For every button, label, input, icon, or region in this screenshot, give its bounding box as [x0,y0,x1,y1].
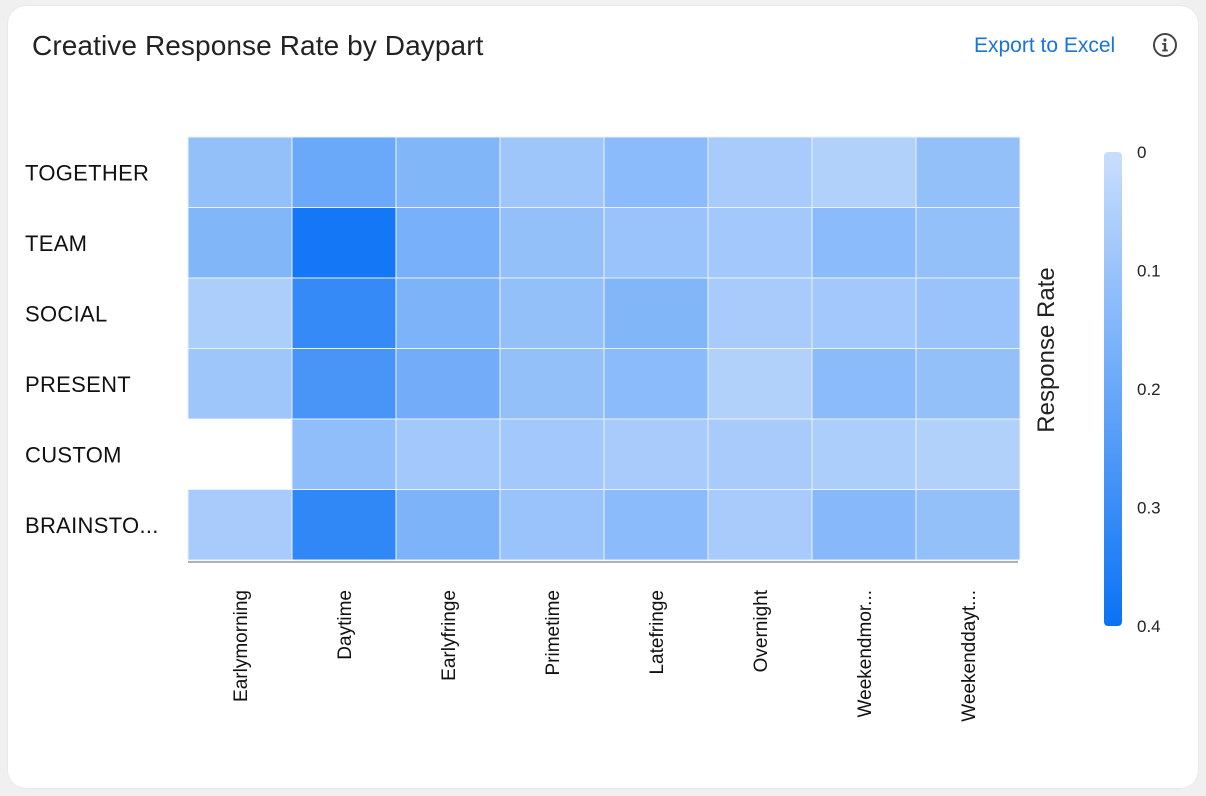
export-to-excel-link[interactable]: Export to Excel [974,34,1116,57]
heatmap-chart: TOGETHER TEAM SOCIAL PRESENT CUSTOM BRAINSTO.… [25,136,1161,722]
heatmap-cell[interactable] [395,207,501,279]
heatmap-cell[interactable] [603,207,709,279]
heatmap-cell[interactable] [187,348,293,420]
heatmap-cell[interactable] [811,348,917,420]
colorbar-tick-label: 0.1 [1137,262,1161,281]
column-label: Weekendmor... [855,590,876,717]
heatmap-cell[interactable] [707,418,813,490]
column-label: Weekenddayt... [959,590,980,722]
heatmap-cell[interactable] [811,489,917,561]
colorbar-tick-label: 0.4 [1137,617,1161,636]
colorbar-tick-label: 0.2 [1137,380,1161,399]
heatmap-cell[interactable] [707,136,813,208]
info-icon[interactable] [1152,32,1178,58]
heatmap-cell[interactable] [499,277,605,349]
colorbar-tick-label: 0.3 [1137,499,1161,518]
colorbar-title: Response Rate [1033,267,1060,432]
heatmap-cell[interactable] [187,277,293,349]
heatmap-cell[interactable] [811,418,917,490]
heatmap-cell[interactable] [915,277,1021,349]
column-label: Earlyfringe [439,590,460,681]
heatmap-cell[interactable] [915,489,1021,561]
heatmap-cell[interactable] [915,418,1021,490]
row-label: BRAINSTO... [25,513,159,538]
heatmap-cell[interactable] [707,207,813,279]
heatmap-cell[interactable] [499,348,605,420]
heatmap-cell[interactable] [603,348,709,420]
heatmap-cell[interactable] [291,348,397,420]
heatmap-cell[interactable] [499,207,605,279]
heatmap-cell[interactable] [499,136,605,208]
heatmap-cell[interactable] [291,418,397,490]
column-label: Daytime [335,590,356,660]
column-label: Latefringe [647,590,668,675]
heatmap-cell[interactable] [707,489,813,561]
row-label: TOGETHER [25,160,149,185]
column-label: Primetime [543,590,564,676]
heatmap-cell[interactable] [188,419,292,490]
heatmap-cell[interactable] [811,207,917,279]
heatmap-cell[interactable] [395,136,501,208]
heatmap-cell[interactable] [603,136,709,208]
heatmap-cell[interactable] [603,418,709,490]
row-label: SOCIAL [25,301,108,326]
heatmap-cell[interactable] [811,277,917,349]
heatmap-cell[interactable] [395,418,501,490]
heatmap-cell[interactable] [187,207,293,279]
heatmap-cell[interactable] [291,136,397,208]
heatmap-cell[interactable] [291,207,397,279]
heatmap-cell[interactable] [187,489,293,561]
heatmap-cell[interactable] [395,489,501,561]
heatmap-cell[interactable] [499,418,605,490]
heatmap-cell[interactable] [187,136,293,208]
heatmap-cell[interactable] [811,136,917,208]
row-label: TEAM [25,231,87,256]
heatmap-cell[interactable] [291,489,397,561]
heatmap-cell[interactable] [707,348,813,420]
heatmap-cell[interactable] [395,277,501,349]
heatmap-cell[interactable] [499,489,605,561]
column-label: Earlymorning [231,590,252,702]
heatmap-cell[interactable] [603,489,709,561]
colorbar-tick-label: 0 [1137,143,1146,162]
row-label: CUSTOM [25,442,122,467]
heatmap-cell[interactable] [395,348,501,420]
column-label: Overnight [751,589,772,672]
heatmap-cell[interactable] [291,277,397,349]
heatmap-cell[interactable] [915,348,1021,420]
heatmap-cell[interactable] [707,277,813,349]
row-label: PRESENT [25,372,131,397]
colorbar [1104,152,1122,626]
chart-title: Creative Response Rate by Daypart [32,30,484,61]
heatmap-cell[interactable] [915,136,1021,208]
heatmap-cell[interactable] [603,277,709,349]
heatmap-cell[interactable] [915,207,1021,279]
chart-card: Creative Response Rate by Daypart Export… [8,6,1198,788]
